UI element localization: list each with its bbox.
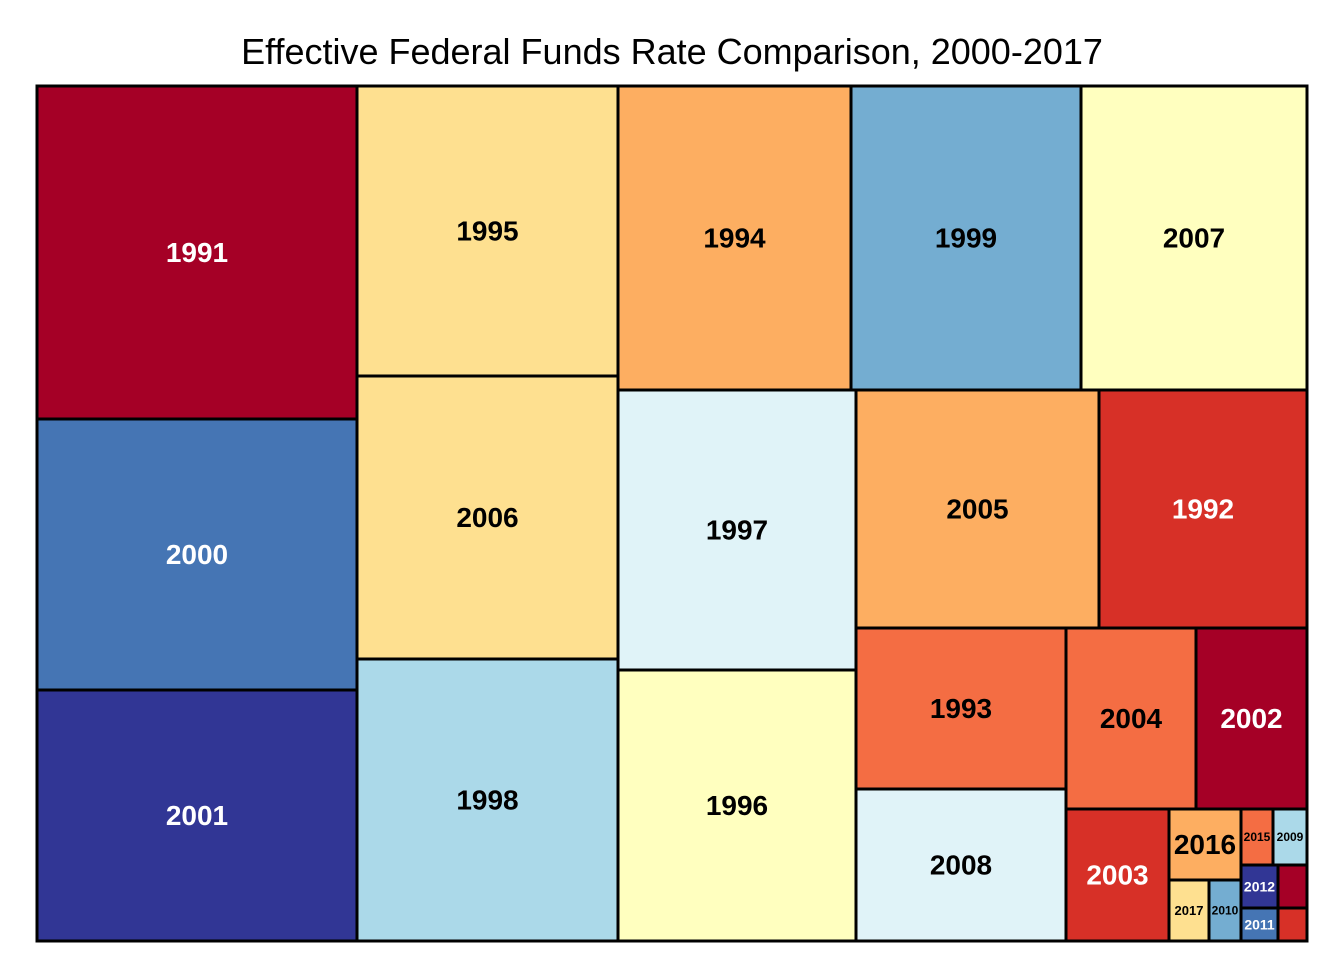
treemap-cell-2007: 2007 (1079, 84, 1309, 392)
treemap-border (35, 84, 1309, 943)
treemap-label: 1996 (706, 790, 768, 821)
treemap-rect (1271, 807, 1309, 867)
treemap-cell-1991: 1991 (35, 84, 359, 421)
treemap-label: 2009 (1277, 830, 1304, 844)
treemap-rect (1276, 906, 1309, 943)
treemap-label: 1998 (456, 785, 518, 816)
treemap-cell-2006: 2006 (355, 374, 620, 661)
treemap-cell-2011: 2011 (1239, 906, 1280, 943)
treemap-cell-unlabeled-26 (1276, 906, 1309, 943)
treemap-rect (35, 84, 359, 421)
treemap-rect (1097, 388, 1309, 630)
treemap-cell-1997: 1997 (616, 388, 858, 672)
treemap-label: 1995 (456, 216, 518, 247)
treemap-label: 2016 (1174, 829, 1236, 860)
treemap-cell-2001: 2001 (35, 688, 359, 943)
treemap-rect (355, 84, 620, 378)
treemap-cell-2015: 2015 (1239, 807, 1275, 867)
treemap-label: 2006 (456, 502, 518, 533)
treemap-cell-1992: 1992 (1097, 388, 1309, 630)
treemap-cell-2004: 2004 (1064, 626, 1198, 811)
treemap-rect (1064, 626, 1198, 811)
treemap-rect (854, 388, 1101, 630)
treemap-rect (616, 84, 853, 392)
treemap-rect (1167, 807, 1243, 882)
chart-title: Effective Federal Funds Rate Comparison,… (241, 31, 1103, 72)
treemap-cell-2009: 2009 (1271, 807, 1309, 867)
treemap-label: 1993 (930, 693, 992, 724)
treemap-label: 2003 (1086, 860, 1148, 891)
treemap-rect (1276, 863, 1309, 910)
treemap-cell-1998: 1998 (355, 657, 620, 943)
treemap-cell-2016: 2016 (1167, 807, 1243, 882)
treemap-label: 2000 (166, 539, 228, 570)
treemap-label: 2002 (1220, 703, 1282, 734)
treemap-cell-1995: 1995 (355, 84, 620, 378)
treemap-rect (1239, 906, 1280, 943)
treemap-label: 2005 (946, 494, 1008, 525)
treemap-rect (854, 626, 1068, 791)
treemap-cell-2000: 2000 (35, 417, 359, 692)
treemap-label: 2010 (1212, 904, 1239, 918)
treemap-cell-1999: 1999 (849, 84, 1083, 392)
treemap-rect (1194, 626, 1309, 811)
treemap-label: 2017 (1175, 903, 1204, 918)
treemap-label: 2004 (1100, 703, 1163, 734)
treemap-cell-2005: 2005 (854, 388, 1101, 630)
treemap-cell-2010: 2010 (1207, 878, 1243, 943)
treemap-rect (849, 84, 1083, 392)
treemap-cell-2017: 2017 (1167, 878, 1211, 943)
treemap-cell-2003: 2003 (1064, 807, 1171, 943)
treemap-label: 1991 (166, 237, 228, 268)
treemap-label: 2008 (930, 850, 992, 881)
treemap-label: 1999 (935, 223, 997, 254)
treemap-label: 2011 (1244, 917, 1275, 933)
treemap-label: 2015 (1244, 830, 1271, 844)
treemap-rect (1207, 878, 1243, 943)
treemap-cell-2008: 2008 (854, 787, 1068, 943)
treemap-cell-2012: 2012 (1239, 863, 1280, 910)
treemap-rect (616, 388, 858, 672)
treemap-label: 2001 (166, 800, 228, 831)
treemap-cell-1994: 1994 (616, 84, 853, 392)
treemap-label: 2012 (1244, 879, 1275, 895)
treemap-cell-unlabeled-25 (1276, 863, 1309, 910)
treemap-rect (854, 787, 1068, 943)
treemap-cell-1996: 1996 (616, 668, 858, 943)
treemap-rect (616, 668, 858, 943)
treemap-label: 1992 (1172, 494, 1234, 525)
treemap-rect (35, 417, 359, 692)
treemap-label: 1994 (703, 223, 766, 254)
treemap-cell-1993: 1993 (854, 626, 1068, 791)
treemap-label: 1997 (706, 515, 768, 546)
treemap-label: 2007 (1163, 223, 1225, 254)
treemap-rect (35, 688, 359, 943)
treemap-cell-2002: 2002 (1194, 626, 1309, 811)
treemap-rect (1064, 807, 1171, 943)
